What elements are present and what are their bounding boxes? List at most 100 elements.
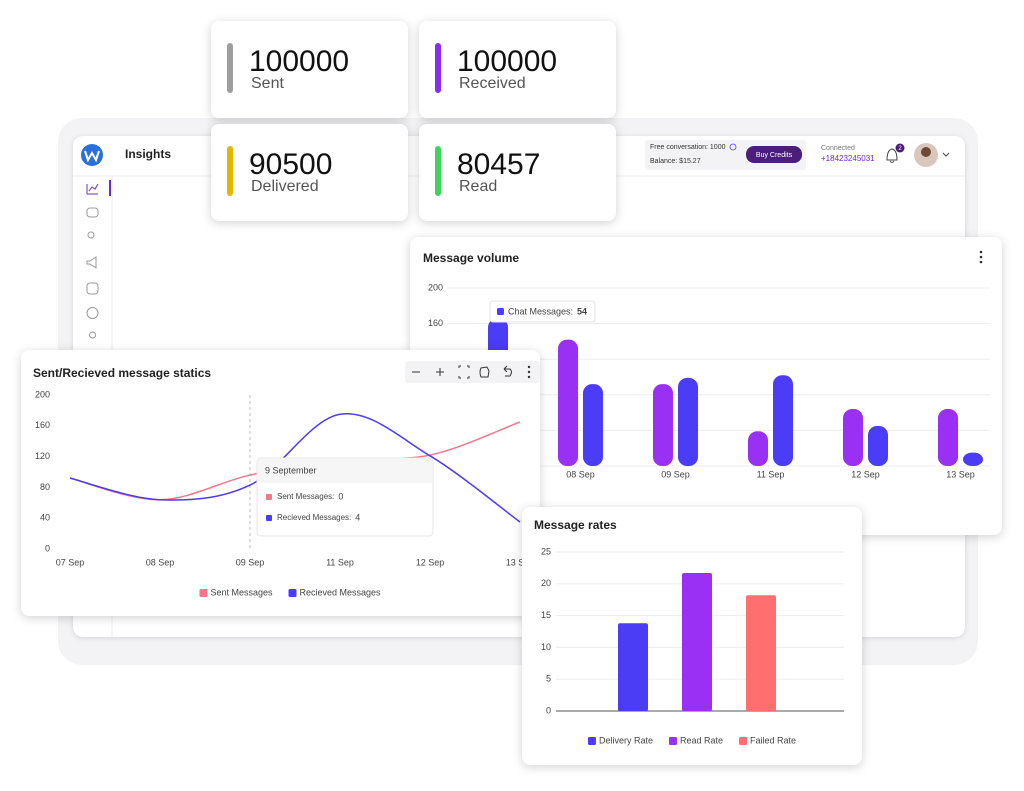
bar: [963, 452, 983, 466]
y-tick-label: 0: [546, 705, 551, 715]
x-tick-label: 07 Sep: [56, 557, 85, 567]
buy-credits-button[interactable]: [746, 146, 802, 163]
stat-bar: [435, 146, 441, 196]
bar: [748, 431, 768, 466]
bar: [583, 384, 603, 466]
stat-bar: [227, 146, 233, 196]
stat-value: 90500: [249, 148, 333, 181]
y-tick-label: 160: [35, 420, 50, 430]
x-tick-label: 13 Sep: [506, 557, 535, 567]
x-tick-label: 11 Sep: [326, 557, 354, 567]
stat-card: 80457 Read: [419, 124, 616, 221]
y-tick-label: 160: [428, 318, 443, 328]
tooltip-label: Sent Messages:: [277, 492, 334, 501]
bar: [843, 409, 863, 466]
avatar-face: [921, 147, 931, 157]
icon-ai[interactable]: [86, 282, 99, 295]
tooltip-swatch: [266, 515, 272, 521]
pan[interactable]: [479, 366, 490, 378]
rates-title: Message rates: [534, 518, 617, 532]
bar: [938, 409, 958, 466]
stat-label: Received: [459, 75, 526, 92]
y-tick-label: 10: [541, 642, 551, 652]
zoom-select[interactable]: [458, 365, 470, 379]
connection-status: Connected: [821, 145, 855, 152]
menu[interactable]: [527, 365, 531, 379]
legend-swatch: [668, 737, 677, 745]
line: [69, 412, 521, 523]
badge: [895, 143, 905, 153]
legend-label: Read Rate: [680, 735, 723, 745]
bar: [618, 623, 648, 711]
y-tick-label: 200: [428, 282, 443, 292]
y-tick-label: 200: [35, 389, 50, 399]
icon-campaign[interactable]: [86, 256, 97, 269]
phone-number: +18423245031: [821, 154, 875, 163]
bar: [558, 339, 578, 466]
tooltip-header-bg: [258, 459, 432, 483]
messages-card: Sent/Recieved message statics 0 40 80 120 16…: [21, 350, 540, 616]
icon-insights[interactable]: [86, 183, 99, 195]
stat-card: 90500 Delivered: [211, 124, 408, 221]
bar: [682, 572, 712, 711]
stat-label: Sent: [251, 75, 284, 92]
bar: [653, 384, 673, 466]
tooltip-value: 0: [338, 491, 343, 501]
stat-card: 100000 Sent: [211, 21, 408, 118]
tooltip-value: 4: [355, 512, 360, 522]
stat-label: Read: [459, 178, 498, 195]
stat-bar: [227, 43, 233, 93]
stat-label: Delivered: [251, 178, 319, 195]
chevron[interactable]: [942, 152, 950, 157]
tooltip-title: 9 September: [265, 465, 317, 475]
legend-swatch: [199, 589, 208, 597]
legend: Delivery Rate Read Rate Failed Rate: [587, 735, 796, 745]
x-tick-label: 09 Sep: [661, 469, 690, 479]
x-tick-label: 09 Sep: [236, 557, 265, 567]
stat-card: 100000 Received: [419, 21, 616, 118]
y-tick-label: 40: [40, 513, 50, 523]
stat-bar: [435, 43, 441, 93]
icon-contacts[interactable]: [87, 231, 95, 239]
x-tick-label: 11 Sep: [757, 469, 785, 479]
legend-swatch: [288, 589, 297, 597]
stat-value: 80457: [457, 148, 541, 181]
legend-label: Delivery Rate: [599, 735, 653, 745]
x-tick-label: 08 Sep: [566, 469, 595, 479]
y-tick-label: 20: [541, 578, 551, 588]
reset[interactable]: [503, 365, 512, 377]
legend-swatch: [739, 737, 748, 745]
buy-credits-label[interactable]: Buy Credits: [756, 152, 793, 159]
balance: Balance: $15.27: [650, 158, 701, 165]
icon-chat[interactable]: [86, 207, 99, 218]
free-conversation: Free conversation: 1000: [650, 144, 726, 151]
menu-icon[interactable]: [979, 250, 983, 264]
tooltip-swatch: [266, 494, 272, 500]
bar: [868, 425, 888, 466]
active-indicator: [109, 180, 111, 196]
messages-tooltip: 9 September Sent Messages: 0 Recieved Messa…: [256, 457, 434, 537]
bar: [746, 595, 776, 711]
app-chrome: Insights Free conversation: 1000 Balance…: [73, 140, 965, 637]
y-tick-label: 15: [541, 610, 551, 620]
zoom-in[interactable]: [436, 368, 444, 376]
messages-title: Sent/Recieved message statics: [33, 366, 212, 380]
sidebar-icons: [86, 183, 99, 339]
bar: [678, 377, 698, 466]
legend: Sent Messages Recieved Messages: [199, 587, 381, 597]
stat-value: 100000: [249, 45, 350, 78]
legend-label: Sent Messages: [210, 587, 273, 597]
bell-icon[interactable]: [886, 148, 898, 163]
icon-api[interactable]: [86, 307, 99, 319]
bar: [773, 375, 793, 466]
icon-profile[interactable]: [89, 331, 96, 339]
legend-label: Failed Rate: [750, 735, 796, 745]
badge-count: 2: [898, 146, 902, 152]
legend-swatch: [587, 737, 596, 745]
tooltip-swatch: [497, 308, 504, 315]
rates-chart: 0 5 10 15 20 25 Delivery Rate Read Rate Failed R…: [541, 546, 844, 745]
y-tick-label: 120: [35, 451, 50, 461]
